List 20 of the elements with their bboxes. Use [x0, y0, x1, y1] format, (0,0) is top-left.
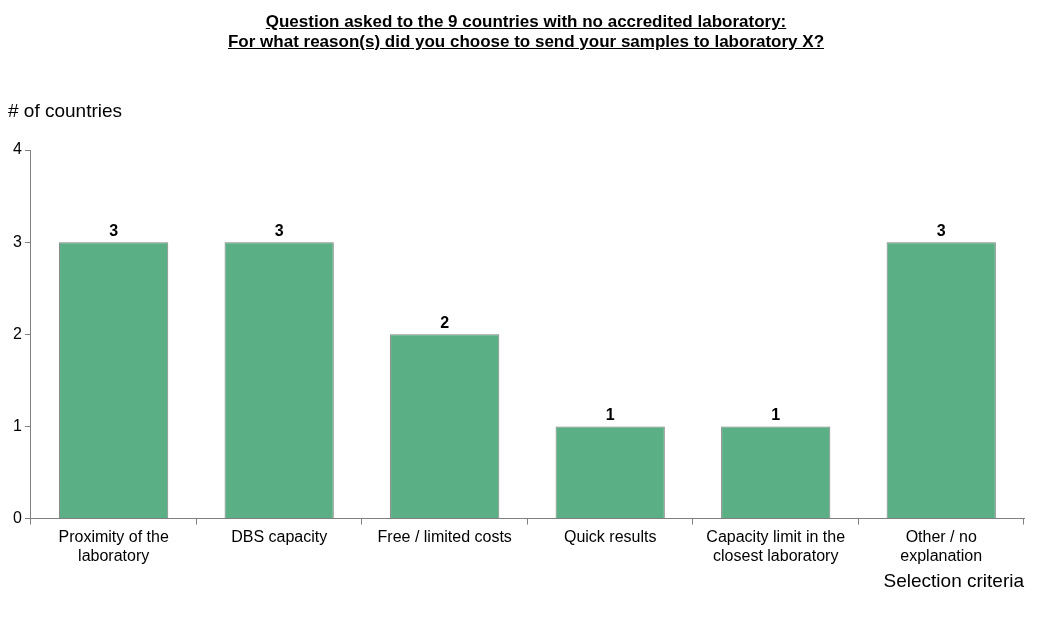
- data-label: 1: [771, 405, 781, 423]
- chart-title: Question asked to the 9 countries with no accredited laboratory: For what reason(s) did you choose to send your samples to laboratory X?: [226, 12, 825, 52]
- data-label: 1: [605, 405, 615, 423]
- x-tick-label: DBS capacity: [231, 527, 328, 545]
- x-tick-label: Free / limited costs: [377, 527, 512, 545]
- x-tick-label: Capacity limit in the closest laboratory: [706, 527, 846, 564]
- data-label: 3: [109, 221, 119, 239]
- x-axis-title: Selection criteria: [883, 570, 1024, 592]
- y-tick-label: 2: [12, 324, 22, 342]
- y-tick-label: 0: [12, 509, 22, 527]
- data-label: 2: [440, 313, 450, 331]
- y-tick-label: 3: [12, 232, 22, 250]
- data-label: 3: [936, 221, 946, 239]
- x-tick-label: Other / no explanation: [900, 527, 983, 564]
- y-axis-title: # of countries: [8, 100, 123, 122]
- data-label: 3: [274, 221, 284, 239]
- y-tick-label: 4: [12, 140, 22, 158]
- x-tick-label: Quick results: [563, 527, 657, 545]
- y-tick-label: 1: [12, 416, 22, 434]
- x-tick-label: Proximity of the laboratory: [58, 527, 169, 564]
